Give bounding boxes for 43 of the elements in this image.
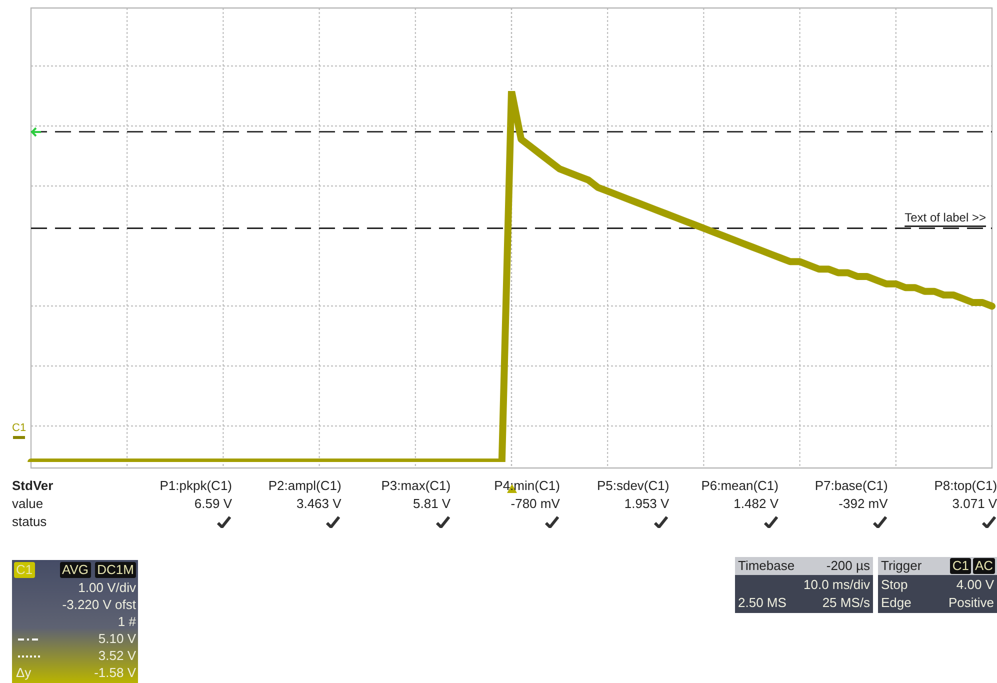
text: 5.10 V — [98, 631, 136, 647]
text: 1 # — [118, 614, 136, 630]
text: C1 — [950, 558, 971, 574]
text: P1:pkpk(C1) — [160, 478, 232, 494]
text: Edge — [881, 595, 912, 611]
text: P3:max(C1) — [381, 478, 451, 494]
text: 10.0 ms/div — [804, 577, 870, 593]
text: Positive — [948, 595, 994, 611]
text: -3.220 V ofst — [62, 597, 136, 613]
text: Stop — [881, 577, 908, 593]
text: P7:base(C1) — [814, 478, 888, 494]
text: 1.482 V — [734, 496, 778, 512]
text: P2:ampl(C1) — [268, 478, 342, 494]
text: C1 — [12, 421, 26, 436]
text: 5.81 V — [413, 496, 451, 512]
text: -780 mV — [510, 496, 560, 512]
text: P8:top(C1) — [934, 478, 997, 494]
text: P4:min(C1) — [494, 478, 560, 494]
text: 3.463 V — [296, 496, 342, 512]
text: -392 mV — [838, 496, 888, 512]
text: 3.52 V — [98, 648, 136, 664]
text: 4.00 V — [956, 577, 994, 593]
text: StdVer — [12, 478, 54, 494]
text: -200 µs — [826, 558, 870, 574]
text: AVG — [60, 562, 90, 578]
text: value — [12, 496, 44, 512]
text: P5:sdev(C1) — [596, 478, 670, 494]
text: Trigger — [881, 558, 922, 574]
text: 6.59 V — [194, 496, 232, 512]
text: Δy — [16, 665, 32, 681]
text: 2.50 MS — [738, 595, 786, 611]
text: AC — [972, 558, 995, 574]
text: P6:mean(C1) — [701, 478, 778, 494]
text: 3.071 V — [952, 496, 997, 512]
text: C1 — [14, 562, 35, 578]
text: 1.953 V — [624, 496, 670, 512]
ref-line-label: Text of label >> — [904, 210, 986, 225]
text: Timebase — [738, 558, 795, 574]
text: -1.58 V — [94, 665, 136, 681]
text: status — [12, 514, 47, 530]
text: 1.00 V/div — [78, 580, 136, 596]
text: 25 MS/s — [822, 595, 870, 611]
text: DC1M — [95, 562, 136, 578]
